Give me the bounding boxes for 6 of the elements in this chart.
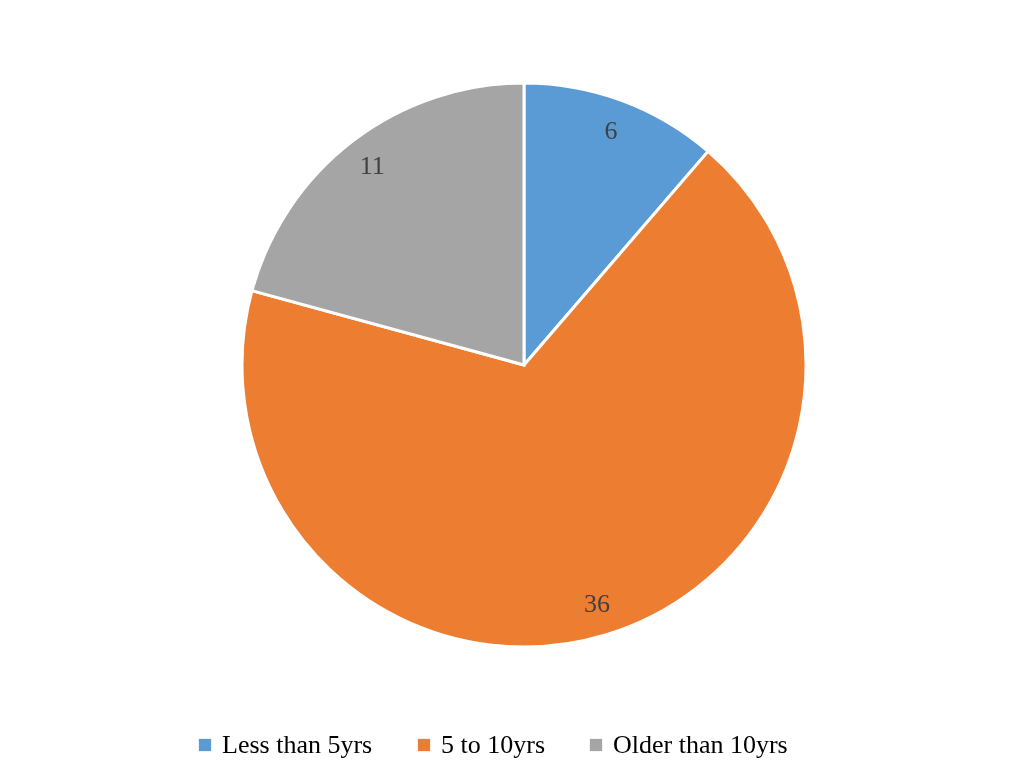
data-label: 36	[584, 589, 611, 619]
data-label: 6	[604, 115, 618, 145]
data-label: 11	[359, 151, 385, 181]
legend-label: Older than 10yrs	[613, 730, 788, 759]
legend-label: 5 to 10yrs	[441, 730, 545, 759]
legend-label: Less than 5yrs	[222, 730, 373, 759]
